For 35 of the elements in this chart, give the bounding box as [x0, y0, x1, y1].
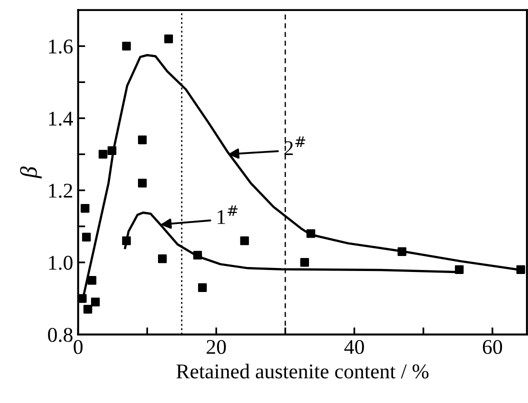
point — [122, 236, 131, 246]
annotation: 1$^{#}$ — [218, 205, 238, 224]
point — [300, 258, 309, 267]
point — [193, 250, 202, 260]
point — [138, 135, 147, 144]
x-tick-label: 60 — [482, 340, 502, 354]
point — [108, 146, 116, 156]
x-tick-label: 0 — [74, 340, 83, 354]
point — [138, 178, 147, 188]
y-tick-label: 1.0 — [49, 256, 72, 270]
point — [78, 294, 87, 303]
y-tick-label: 1.4 — [49, 112, 73, 126]
point — [122, 42, 131, 50]
point — [398, 247, 406, 256]
point — [516, 265, 526, 274]
point — [240, 236, 249, 246]
point — [454, 265, 464, 274]
point — [83, 304, 92, 314]
point — [198, 283, 207, 292]
point — [158, 254, 167, 264]
point — [88, 276, 96, 285]
point — [80, 204, 90, 213]
x-axis-title: Retained austenite content / % — [176, 364, 429, 379]
point — [91, 298, 100, 306]
point — [98, 150, 108, 159]
y-axis-title: β — [20, 166, 42, 179]
point — [164, 34, 173, 44]
point — [306, 229, 316, 238]
x-tick-label: 40 — [344, 340, 364, 354]
annotation: 2$^{#}$ — [284, 136, 306, 156]
point — [82, 232, 91, 242]
y-tick-label: 0.8 — [48, 328, 72, 342]
y-tick-label: 1.2 — [49, 184, 72, 198]
y-tick-label: 1.6 — [49, 40, 73, 54]
x-tick-label: 20 — [206, 340, 226, 354]
